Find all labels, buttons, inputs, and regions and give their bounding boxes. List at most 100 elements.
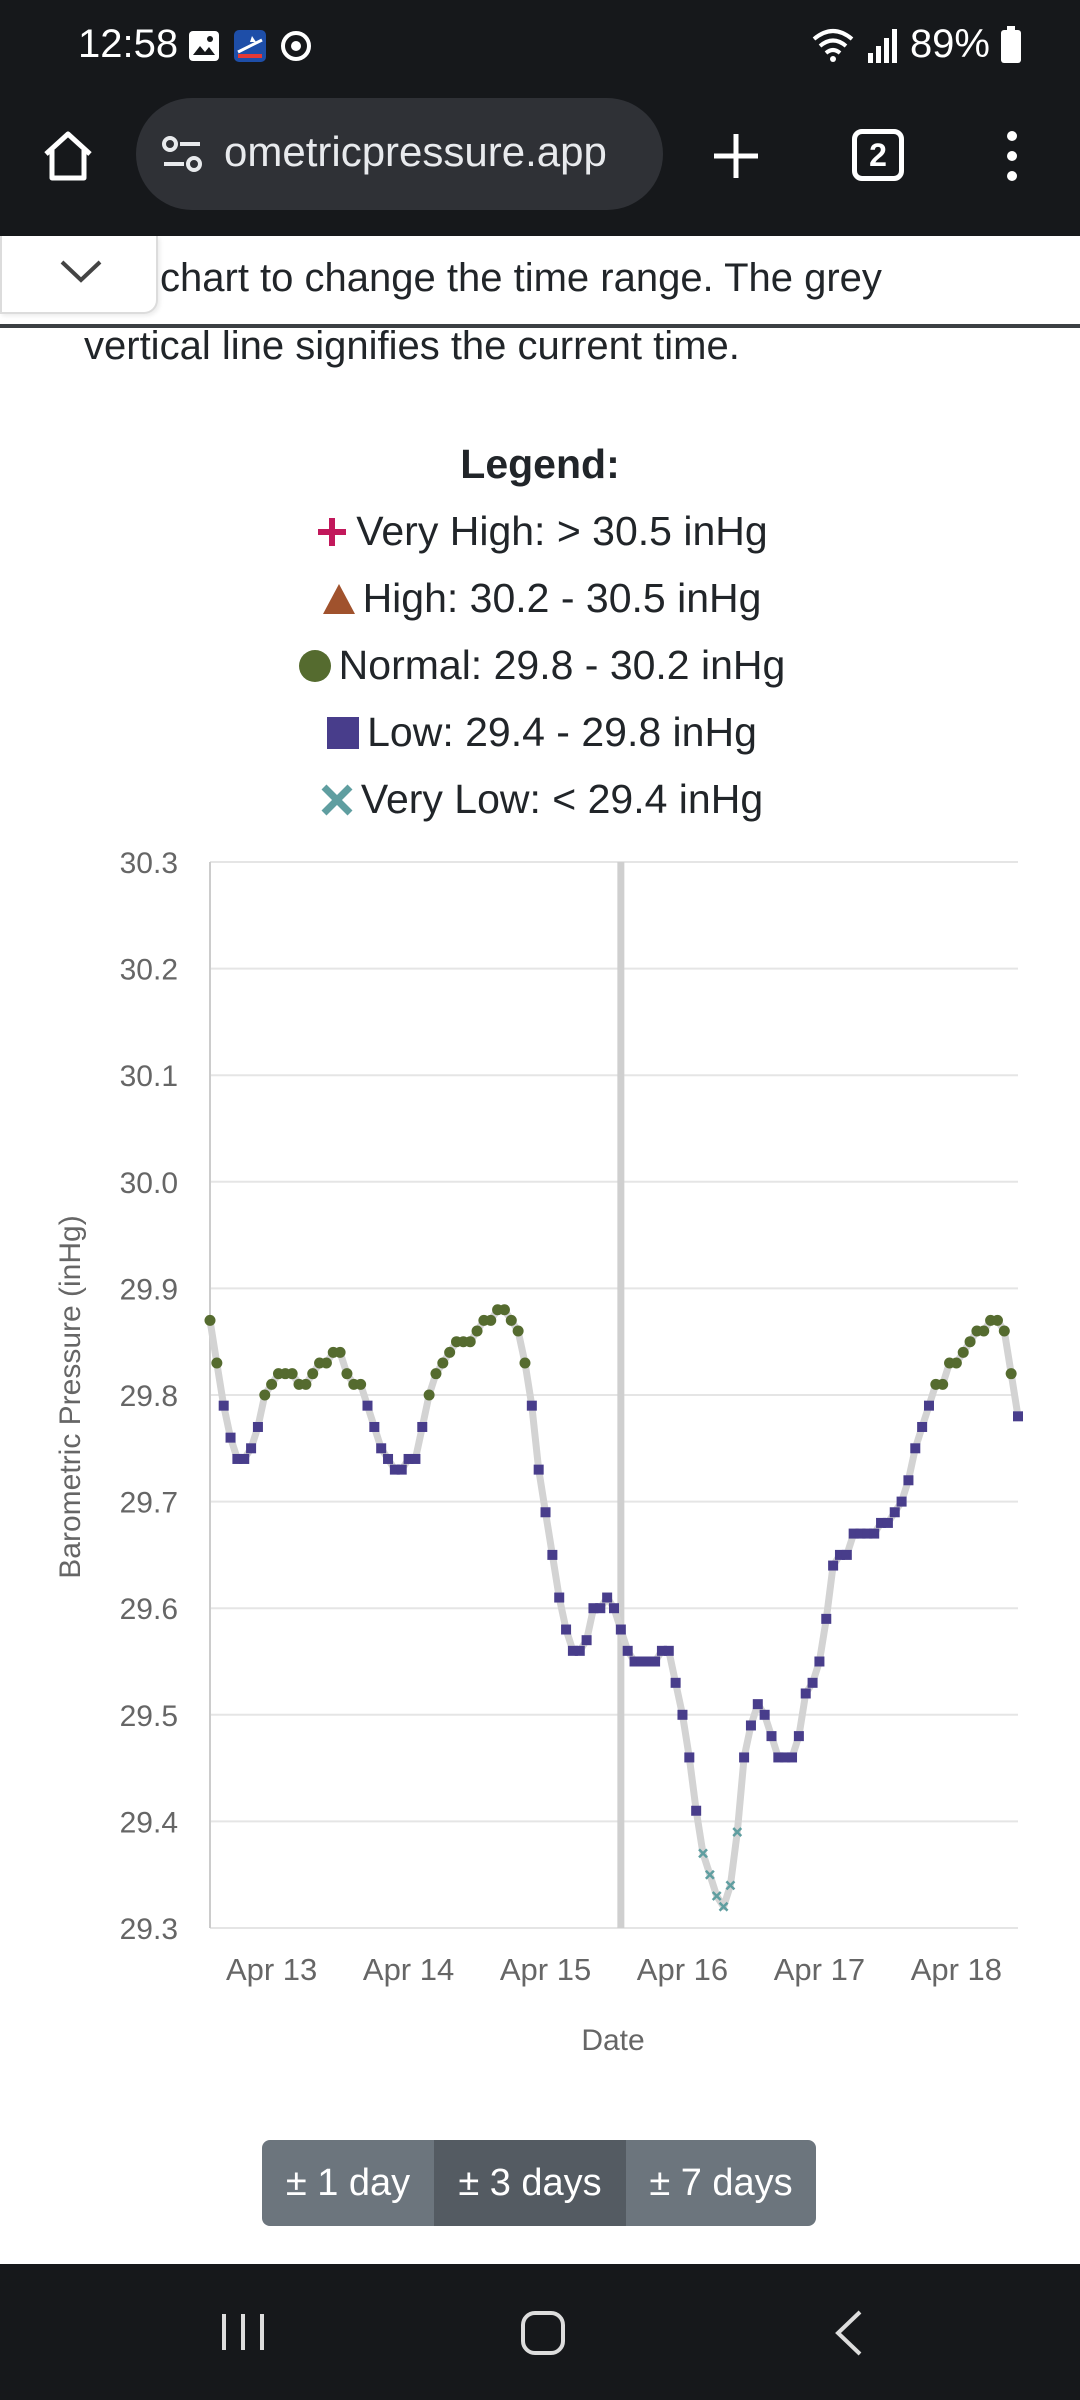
- collapse-toggle[interactable]: [0, 236, 158, 314]
- range-1-day-button[interactable]: ± 1 day: [262, 2140, 434, 2226]
- data-point-low: [752, 1699, 763, 1710]
- data-point-low: [1013, 1411, 1023, 1422]
- sync-icon: [281, 31, 311, 61]
- data-point-normal: [519, 1357, 531, 1369]
- data-point-very-low: [698, 1848, 708, 1859]
- site-settings-icon[interactable]: [160, 132, 204, 176]
- data-point-low: [225, 1432, 236, 1443]
- data-point-low: [773, 1752, 784, 1763]
- data-point-low: [615, 1624, 626, 1635]
- data-point-low: [540, 1507, 551, 1518]
- data-point-normal: [204, 1314, 216, 1326]
- data-point-low: [677, 1709, 688, 1720]
- data-point-low: [218, 1400, 229, 1411]
- data-point-low: [595, 1603, 606, 1614]
- data-point-low: [828, 1560, 839, 1571]
- data-point-low: [574, 1645, 585, 1656]
- x-mark: [725, 1880, 736, 1891]
- tab-switcher-button[interactable]: 2: [852, 129, 904, 181]
- legend-label: Very Low: < 29.4 inHg: [360, 776, 764, 822]
- data-point-low: [807, 1677, 818, 1688]
- triangle-icon: [322, 583, 355, 614]
- data-point-low: [862, 1528, 873, 1539]
- x-tick-label: Apr 17: [774, 1952, 865, 1987]
- y-tick-label: 29.6: [120, 1593, 178, 1626]
- data-point-low: [629, 1656, 640, 1667]
- data-point-low: [876, 1517, 887, 1528]
- data-point-normal: [1005, 1368, 1017, 1380]
- square-icon: [327, 716, 360, 749]
- data-point-normal: [471, 1325, 483, 1337]
- data-point-low: [917, 1421, 928, 1432]
- x-tick-label: Apr 16: [637, 1952, 728, 1987]
- data-point-low: [780, 1752, 791, 1763]
- home-icon[interactable]: [38, 126, 98, 186]
- data-point-very-low: [725, 1880, 736, 1891]
- app-notification-icon: [234, 30, 266, 62]
- chevron-down-icon: [60, 260, 102, 283]
- data-point-low: [383, 1453, 394, 1464]
- legend-item-high: High: 30.2 - 30.5 inHg: [0, 565, 1080, 632]
- data-point-normal: [430, 1368, 442, 1380]
- back-icon[interactable]: [830, 2308, 866, 2358]
- data-point-normal: [259, 1389, 271, 1401]
- data-point-low: [602, 1592, 613, 1603]
- legend-item-normal: Normal: 29.8 - 30.2 inHg: [0, 632, 1080, 699]
- data-point-normal: [991, 1314, 1003, 1326]
- y-tick-label: 29.9: [120, 1273, 178, 1306]
- data-point-low: [923, 1400, 934, 1411]
- x-tick-label: Apr 14: [363, 1952, 454, 1987]
- data-point-normal: [950, 1357, 962, 1369]
- legend-label: Very High: > 30.5 inHg: [356, 508, 768, 554]
- pressure-chart[interactable]: Barometric Pressure (inHg) Date 30.3 30.2…: [40, 842, 1050, 2072]
- data-point-low: [896, 1496, 907, 1507]
- intro-text-line2: vertical line signifies the current time…: [84, 324, 740, 368]
- data-point-low: [376, 1443, 387, 1454]
- data-point-normal: [286, 1368, 298, 1380]
- y-axis-label: Barometric Pressure (inHg): [54, 1215, 87, 1578]
- data-point-low: [848, 1528, 859, 1539]
- x-tick-label: Apr 13: [226, 1952, 317, 1987]
- legend: Legend: Very High: > 30.5 inHg High: 30.…: [0, 430, 1080, 833]
- address-bar[interactable]: ometricpressure.app: [136, 98, 663, 210]
- range-3-days-button[interactable]: ± 3 days: [434, 2140, 626, 2226]
- nav-home-icon[interactable]: [520, 2310, 566, 2356]
- data-point-low: [252, 1421, 263, 1432]
- data-point-low: [362, 1400, 373, 1411]
- data-point-low: [410, 1453, 421, 1464]
- data-point-low: [622, 1645, 633, 1656]
- x-mark: [718, 1901, 729, 1912]
- data-point-normal: [300, 1378, 312, 1390]
- status-right: 89%: [810, 22, 1022, 67]
- data-point-low: [526, 1400, 537, 1411]
- data-point-very-low: [718, 1901, 729, 1912]
- range-7-days-button[interactable]: ± 7 days: [626, 2140, 816, 2226]
- recents-icon[interactable]: [218, 2310, 268, 2354]
- new-tab-icon[interactable]: [706, 126, 766, 186]
- plus-icon: [318, 517, 347, 546]
- data-point-low: [650, 1656, 661, 1667]
- wifi-icon: [812, 28, 854, 62]
- data-point-normal: [978, 1325, 990, 1337]
- data-point-low: [745, 1720, 756, 1731]
- y-tick-label: 29.4: [120, 1806, 178, 1839]
- data-point-low: [403, 1453, 414, 1464]
- toolbar-divider: [0, 324, 1080, 328]
- data-point-low: [547, 1549, 558, 1560]
- data-point-normal: [211, 1357, 223, 1369]
- data-point-low: [834, 1549, 845, 1560]
- data-point-low: [855, 1528, 866, 1539]
- circle-icon: [298, 649, 331, 682]
- y-tick-label: 30.1: [120, 1060, 178, 1093]
- more-menu-icon[interactable]: [992, 126, 1032, 186]
- data-point-normal: [998, 1325, 1010, 1337]
- data-point-very-low: [704, 1869, 715, 1880]
- data-point-normal: [464, 1336, 476, 1348]
- data-point-normal: [266, 1378, 278, 1390]
- data-point-normal: [485, 1314, 497, 1326]
- y-tick-label: 29.8: [120, 1380, 178, 1413]
- status-bar: 12:58 89%: [0, 0, 1080, 92]
- data-point-normal: [444, 1346, 456, 1358]
- data-point-normal: [957, 1346, 969, 1358]
- x-icon: [321, 784, 353, 815]
